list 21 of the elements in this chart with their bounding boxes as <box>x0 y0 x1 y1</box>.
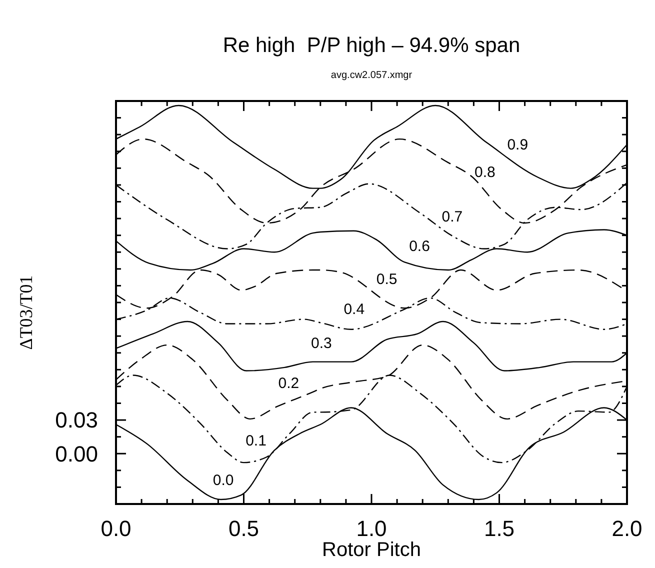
series-label: 0.8 <box>474 164 496 182</box>
series-label: 0.9 <box>507 136 528 154</box>
series-label: 0.3 <box>310 334 332 352</box>
series-label: 0.4 <box>344 301 365 318</box>
x-tick-label: 1.5 <box>484 516 515 541</box>
y-tick-label: 0.00 <box>55 441 98 466</box>
series-label: 0.7 <box>442 208 463 226</box>
x-tick-label: 0.5 <box>228 516 260 541</box>
x-axis-title: Rotor Pitch <box>322 539 421 561</box>
y-axis-title: ΔT03/T01 <box>16 275 36 350</box>
chart-title: Re high P/P high – 94.9% span <box>222 34 520 57</box>
series-label: 0.1 <box>246 432 266 450</box>
series-label: 0.5 <box>376 271 398 288</box>
series-label: 0.6 <box>409 238 430 255</box>
x-tick-label: 1.0 <box>356 516 387 541</box>
x-tick-label: 2.0 <box>612 516 642 541</box>
x-tick-label: 0.0 <box>100 516 132 541</box>
series-label: 0.0 <box>212 472 234 489</box>
series-label: 0.2 <box>278 374 300 392</box>
y-tick-label: 0.03 <box>55 408 98 433</box>
chart-subtitle: avg.cw2.057.xmgr <box>330 70 413 81</box>
